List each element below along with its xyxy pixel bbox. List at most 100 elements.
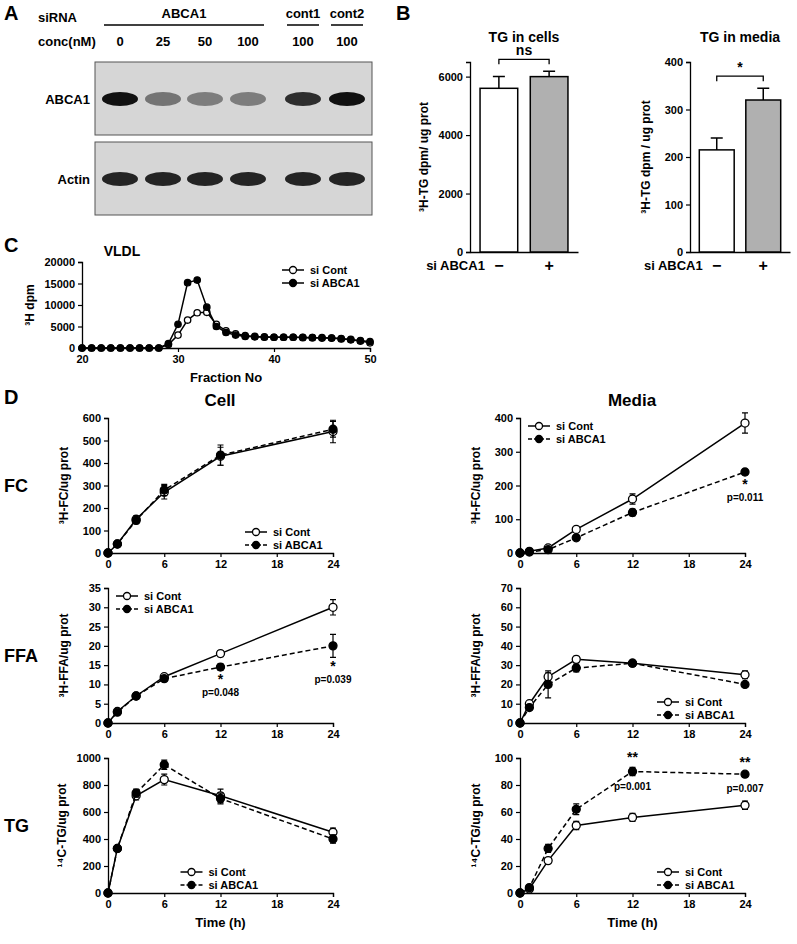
chart: 05000100001500020000³H dpm20304050VLDLFr… [23, 243, 377, 385]
tick-mark [104, 508, 108, 509]
tick: 10 [501, 698, 520, 710]
legend-marker [536, 436, 543, 443]
band [187, 92, 223, 106]
group-underline [331, 24, 363, 26]
tick: 6 [162, 723, 168, 740]
marker [516, 549, 524, 557]
tick-label: 6000 [439, 71, 463, 83]
marker [165, 341, 171, 347]
tick-mark [104, 463, 108, 464]
tick-mark [576, 553, 577, 557]
tick-mark [104, 485, 108, 486]
error-bar [573, 664, 579, 672]
marker [319, 334, 325, 340]
tick-mark [104, 626, 108, 627]
legend-marker [665, 869, 672, 876]
tick-label: − [712, 257, 721, 274]
marker [104, 549, 112, 557]
error-bar [161, 774, 167, 785]
axis-line [466, 63, 471, 253]
band [285, 172, 321, 186]
marker [127, 345, 133, 351]
tick-mark [104, 839, 108, 840]
error-bar [218, 664, 224, 670]
tick-mark [745, 553, 746, 557]
conc-label: 25 [156, 34, 170, 49]
tick-label: 0 [95, 547, 101, 559]
error-bar [161, 486, 167, 500]
marker [629, 659, 637, 667]
tick-label: 2000 [439, 188, 463, 200]
group-underline [287, 24, 319, 26]
marker [175, 332, 181, 338]
tick: 15 [89, 659, 108, 671]
tick-label: 6 [574, 898, 580, 910]
marker [113, 540, 121, 548]
band [230, 172, 266, 186]
tick-label: 4000 [439, 129, 463, 141]
tick-label: 0 [507, 547, 513, 559]
marker [88, 345, 94, 351]
tick-label: 24 [739, 728, 752, 740]
tick-label: 6 [162, 728, 168, 740]
error-bar [742, 801, 748, 809]
legend-label: si ABCA1 [273, 539, 323, 551]
marker [160, 761, 168, 769]
marker [132, 692, 140, 700]
tick-mark [686, 204, 690, 205]
tick-label: 20 [501, 860, 513, 872]
annotation: * [218, 671, 224, 687]
conc-label: 0 [116, 34, 123, 49]
tick-label: 100 [495, 752, 513, 764]
tick-mark [104, 866, 108, 867]
tick-mark [516, 839, 520, 840]
x-axis: 06121824 [105, 553, 340, 570]
error-bar [218, 445, 224, 465]
series-line [108, 765, 333, 893]
error-bar [545, 844, 551, 852]
marker [525, 704, 533, 712]
tick-label: 200 [495, 480, 513, 492]
marker [113, 708, 121, 716]
marker [290, 334, 296, 340]
annotation: ** [740, 754, 751, 770]
tick-label: 0 [95, 717, 101, 729]
tick-label: 70 [501, 582, 513, 594]
tick-label: 600 [83, 412, 101, 424]
tick: 6 [162, 553, 168, 570]
tick: 10000 [44, 299, 82, 311]
chart-title: TG in media [700, 29, 780, 45]
tick: 100 [495, 752, 520, 764]
tick-label: 0 [517, 898, 523, 910]
y-axis: 02004006008001000 [77, 752, 109, 899]
marker [108, 345, 114, 351]
marker [309, 334, 315, 340]
tick-label: 200 [83, 502, 101, 514]
legend-marker [124, 593, 131, 600]
y-axis: 05000100001500020000 [44, 256, 82, 354]
tick-label: 300 [665, 104, 683, 116]
error-bar [161, 760, 167, 769]
tick: 200 [495, 480, 520, 492]
tick-label: 0 [105, 898, 111, 910]
marker [232, 332, 238, 338]
tick-label: 24 [327, 898, 340, 910]
plot-area [104, 760, 337, 897]
column-heading: Cell [204, 391, 235, 410]
marker [223, 329, 229, 335]
row-label: ABCA1 [45, 92, 90, 107]
row-heading: TG [4, 816, 29, 836]
tick-label: 30 [172, 353, 184, 365]
marker [160, 486, 168, 494]
tick-mark [104, 530, 108, 531]
error-bar [330, 634, 336, 657]
figure: ABCDsiRNAconc(nM)ABCA1cont1cont202550100… [0, 0, 797, 944]
marker [338, 335, 344, 341]
marker [271, 334, 277, 340]
legend-label: si Cont [556, 420, 594, 432]
chart: 0100200300400500600³H-FC/ug prot06121824… [57, 412, 340, 570]
x-axis: 06121824 [517, 553, 752, 570]
tick-label: 60 [501, 601, 513, 613]
row-heading: FC [4, 476, 28, 496]
marker [104, 549, 112, 557]
